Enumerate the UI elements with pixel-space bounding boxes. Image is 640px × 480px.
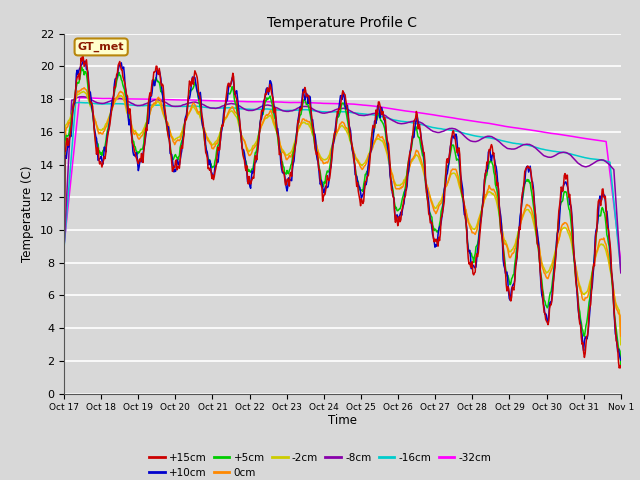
Line: -2cm: -2cm [64,91,621,345]
+10cm [60,276,68,281]
-2cm [79,88,87,94]
-8cm [128,101,136,107]
Line: +10cm: +10cm [64,61,621,360]
-16cm [185,103,193,109]
Line: -32cm: -32cm [64,98,621,262]
0cm [80,85,88,91]
+5cm [78,64,86,70]
+10cm [617,357,625,363]
Line: +5cm: +5cm [64,67,621,365]
Legend: +15cm, +10cm, +5cm, 0cm, -2cm, -8cm, -16cm, -32cm: +15cm, +10cm, +5cm, 0cm, -2cm, -8cm, -16… [145,448,495,480]
+5cm [128,134,136,140]
-32cm [128,96,136,102]
-8cm [428,127,435,133]
-2cm [411,154,419,160]
0cm [617,333,625,339]
0cm [214,138,222,144]
-8cm [185,100,193,106]
0cm [185,111,193,117]
-2cm [70,102,78,108]
0cm [411,153,419,158]
Title: Temperature Profile C: Temperature Profile C [268,16,417,30]
+15cm [60,266,68,272]
+5cm [60,222,68,228]
+5cm [411,127,419,133]
-2cm [214,135,222,141]
-16cm [60,246,68,252]
-32cm [617,259,625,265]
-16cm [128,102,136,108]
-8cm [60,245,68,251]
+15cm [214,144,222,150]
+10cm [428,218,435,224]
+15cm [428,220,435,226]
-2cm [128,124,136,130]
-8cm [70,96,78,102]
-16cm [214,105,222,111]
0cm [428,198,435,204]
-32cm [411,109,419,115]
+15cm [70,99,78,105]
+10cm [214,159,222,165]
-16cm [428,124,435,130]
+15cm [411,117,419,122]
-2cm [617,342,625,348]
-2cm [185,111,193,117]
Line: 0cm: 0cm [64,88,621,336]
+15cm [616,365,623,371]
0cm [128,126,136,132]
+5cm [617,362,625,368]
-32cm [214,98,222,104]
-16cm [411,120,419,126]
+10cm [411,125,419,131]
-32cm [70,146,78,152]
+10cm [128,138,136,144]
+5cm [428,213,435,219]
+15cm [185,88,193,94]
-32cm [428,112,435,118]
-2cm [60,231,68,237]
-8cm [617,270,625,276]
+5cm [185,92,193,98]
+5cm [70,98,78,104]
Line: -16cm: -16cm [64,103,621,271]
+15cm [128,140,136,145]
-2cm [428,197,435,203]
0cm [60,260,68,265]
X-axis label: Time: Time [328,414,357,427]
+15cm [617,365,625,371]
-32cm [60,243,68,249]
-16cm [70,119,78,125]
-16cm [76,100,83,106]
-16cm [617,268,625,274]
-32cm [76,95,84,101]
+10cm [70,101,78,107]
+5cm [214,142,222,148]
Text: GT_met: GT_met [78,42,124,52]
+10cm [81,58,89,64]
+15cm [79,53,86,59]
-8cm [78,94,86,99]
Y-axis label: Temperature (C): Temperature (C) [22,165,35,262]
-8cm [411,118,419,124]
-8cm [214,105,222,111]
Line: -8cm: -8cm [64,96,621,273]
-32cm [185,97,193,103]
Line: +15cm: +15cm [64,56,621,368]
0cm [70,104,78,110]
+10cm [185,94,193,100]
